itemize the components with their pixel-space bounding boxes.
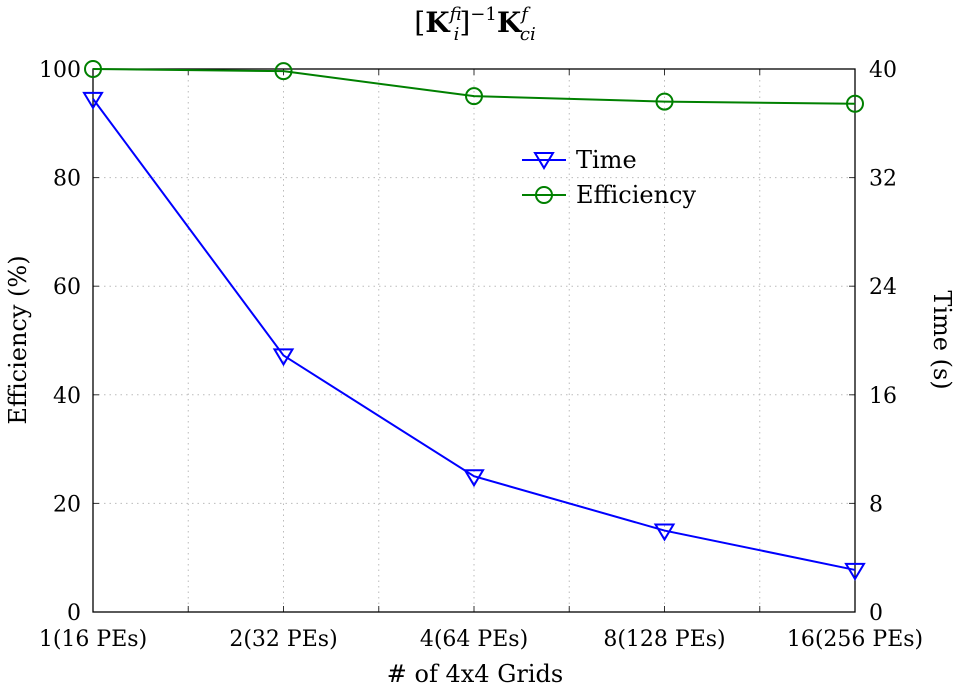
data-point-time <box>272 348 295 367</box>
y-tick-label-right: 16 <box>869 384 897 409</box>
axes <box>92 68 856 613</box>
data-point-efficiency <box>84 60 102 78</box>
data-point-time <box>82 91 104 110</box>
series-layer <box>82 60 866 581</box>
series-line-efficiency <box>92 68 856 105</box>
legend-time-label: Time <box>576 146 637 174</box>
y-tick-label-right: 0 <box>869 601 883 626</box>
data-point-efficiency <box>274 62 293 81</box>
x-tick-label: 4(64 PEs) <box>420 627 528 652</box>
plot-frame <box>92 68 856 613</box>
y-axis-label-left: Efficiency (%) <box>4 255 32 424</box>
x-axis-label: # of 4x4 Grids <box>387 660 563 688</box>
data-point-time <box>463 469 485 488</box>
y-axis-label-right: Time (s) <box>928 290 956 389</box>
data-point-efficiency <box>655 92 674 111</box>
legend-efficiency-marker <box>535 186 553 204</box>
legend-efficiency-label: Efficiency <box>576 181 696 209</box>
y-tick-label-left: 0 <box>67 601 81 626</box>
y-tick-label-right: 32 <box>869 167 897 192</box>
data-point-efficiency <box>846 94 864 113</box>
y-tick-label-left: 80 <box>53 167 81 192</box>
series-line-time <box>92 98 856 571</box>
y-tick-label-right: 40 <box>869 58 897 83</box>
y-tick-label-right: 24 <box>869 275 897 300</box>
x-tick-label: 16(256 PEs) <box>787 627 923 652</box>
data-point-time <box>844 562 866 581</box>
chart-title: [Kf ii]−1Kf ci <box>414 4 535 45</box>
legend-time-marker <box>533 152 555 170</box>
legend: Time Efficiency <box>522 146 696 209</box>
y-tick-label-left: 40 <box>53 384 81 409</box>
data-point-time <box>653 523 676 542</box>
x-tick-label: 8(128 PEs) <box>603 627 725 652</box>
y-tick-label-left: 100 <box>39 58 81 83</box>
x-tick-label: 1(16 PEs) <box>39 627 147 652</box>
data-point-efficiency <box>465 87 483 106</box>
tick-labels: 0 20 40 60 80 100 0 8 16 24 32 40 1(16 PEs) 2(32 PEs)… <box>39 58 923 652</box>
y-tick-label-right: 8 <box>869 492 883 517</box>
grid <box>93 69 855 612</box>
x-tick-label: 2(32 PEs) <box>229 627 337 652</box>
y-tick-label-left: 20 <box>53 492 81 517</box>
y-tick-label-left: 60 <box>53 275 81 300</box>
